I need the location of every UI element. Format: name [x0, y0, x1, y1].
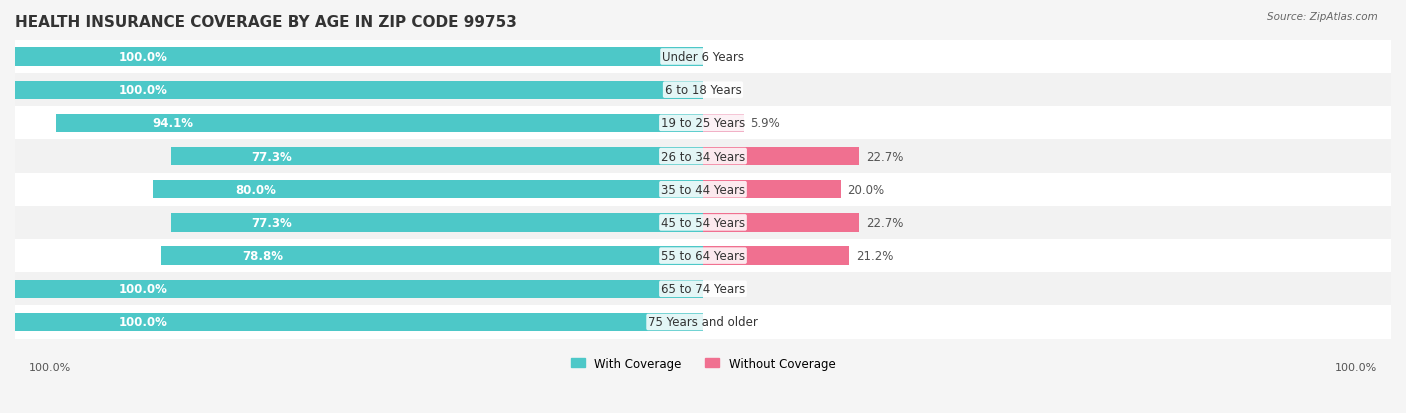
Bar — [15, 273, 1391, 306]
Text: 20.0%: 20.0% — [848, 183, 884, 196]
Text: 21.2%: 21.2% — [856, 249, 893, 263]
Bar — [15, 173, 1391, 206]
Bar — [15, 81, 703, 100]
Bar — [15, 107, 1391, 140]
Text: 5.9%: 5.9% — [751, 117, 780, 130]
Bar — [153, 180, 703, 199]
Bar — [15, 173, 1391, 206]
Text: 75 Years and older: 75 Years and older — [648, 316, 758, 329]
Text: 77.3%: 77.3% — [250, 150, 291, 163]
Bar — [15, 140, 1391, 173]
Text: 100.0%: 100.0% — [118, 282, 167, 296]
Bar — [56, 114, 703, 133]
Bar — [160, 247, 703, 265]
Bar — [15, 41, 1391, 74]
Text: 22.7%: 22.7% — [866, 216, 904, 229]
Bar — [15, 206, 1391, 240]
Text: HEALTH INSURANCE COVERAGE BY AGE IN ZIP CODE 99753: HEALTH INSURANCE COVERAGE BY AGE IN ZIP … — [15, 15, 517, 30]
Bar — [15, 48, 703, 66]
Bar — [703, 247, 849, 265]
Text: 19 to 25 Years: 19 to 25 Years — [661, 117, 745, 130]
Text: 65 to 74 Years: 65 to 74 Years — [661, 282, 745, 296]
Text: 22.7%: 22.7% — [866, 150, 904, 163]
Bar — [15, 306, 1391, 339]
Text: 100.0%: 100.0% — [118, 84, 167, 97]
Bar — [703, 180, 841, 199]
Text: Source: ZipAtlas.com: Source: ZipAtlas.com — [1267, 12, 1378, 22]
Bar — [15, 206, 1391, 240]
Text: 6 to 18 Years: 6 to 18 Years — [665, 84, 741, 97]
Text: 100.0%: 100.0% — [28, 363, 72, 373]
Bar — [15, 313, 703, 331]
Text: 35 to 44 Years: 35 to 44 Years — [661, 183, 745, 196]
Text: 100.0%: 100.0% — [118, 316, 167, 329]
Text: 77.3%: 77.3% — [250, 216, 291, 229]
Bar — [703, 114, 744, 133]
Text: 78.8%: 78.8% — [242, 249, 283, 263]
Bar — [15, 240, 1391, 273]
Bar — [15, 74, 1391, 107]
Bar — [15, 280, 703, 298]
Bar — [15, 41, 1391, 74]
Text: 100.0%: 100.0% — [118, 51, 167, 64]
Bar — [703, 147, 859, 166]
Bar — [703, 214, 859, 232]
Bar — [15, 240, 1391, 273]
Bar — [172, 147, 703, 166]
Text: 45 to 54 Years: 45 to 54 Years — [661, 216, 745, 229]
Text: 100.0%: 100.0% — [1334, 363, 1378, 373]
Bar — [15, 107, 1391, 140]
Text: Under 6 Years: Under 6 Years — [662, 51, 744, 64]
Bar — [15, 74, 1391, 107]
Bar — [15, 140, 1391, 173]
Bar — [15, 306, 1391, 339]
Text: 94.1%: 94.1% — [153, 117, 194, 130]
Legend: With Coverage, Without Coverage: With Coverage, Without Coverage — [565, 352, 841, 375]
Text: 80.0%: 80.0% — [235, 183, 276, 196]
Bar — [15, 273, 1391, 306]
Text: 55 to 64 Years: 55 to 64 Years — [661, 249, 745, 263]
Bar — [172, 214, 703, 232]
Text: 26 to 34 Years: 26 to 34 Years — [661, 150, 745, 163]
